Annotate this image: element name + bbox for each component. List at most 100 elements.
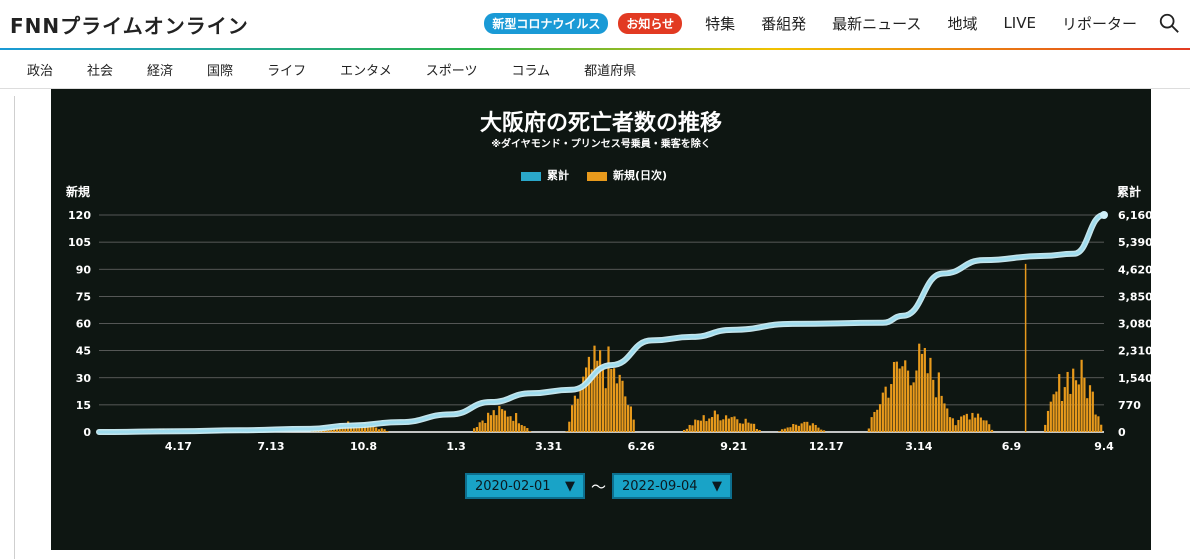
daily-bar <box>951 418 954 432</box>
daily-bar <box>730 417 733 432</box>
subnav-column[interactable]: コラム <box>511 63 551 79</box>
daily-bar <box>780 429 784 432</box>
daily-bar <box>478 422 481 432</box>
right-tick-label: 3,080 <box>1118 318 1151 331</box>
daily-bar <box>1055 391 1058 432</box>
right-tick-label: 770 <box>1118 399 1141 412</box>
daily-bar <box>1077 384 1080 432</box>
daily-bar <box>1069 393 1072 432</box>
start-date-value: 2020-02-01 <box>475 478 551 494</box>
start-date-select[interactable]: 2020-02-01 ▼ <box>465 473 585 499</box>
daily-bar <box>523 426 526 432</box>
daily-bar <box>596 360 599 432</box>
x-tick-label: 6.9 <box>1002 440 1022 453</box>
daily-bar <box>971 412 974 432</box>
daily-bar <box>1049 401 1052 432</box>
daily-bar <box>814 424 817 432</box>
daily-bar <box>590 369 593 432</box>
daily-bar <box>629 406 632 432</box>
daily-bar <box>495 415 498 432</box>
nav-region[interactable]: 地域 <box>947 14 978 33</box>
nav-reporter[interactable]: リポーター <box>1061 14 1137 33</box>
subnav-life[interactable]: ライフ <box>267 63 307 79</box>
search-icon[interactable] <box>1158 12 1180 34</box>
daily-bar <box>783 428 786 432</box>
subnav-sports[interactable]: スポーツ <box>425 63 478 79</box>
daily-bar <box>806 421 809 432</box>
daily-bar <box>870 417 873 432</box>
daily-bar <box>487 412 490 432</box>
subnav-society[interactable]: 社会 <box>87 63 114 79</box>
nav-feature[interactable]: 特集 <box>705 14 736 33</box>
daily-bar <box>884 386 887 432</box>
daily-bar <box>1058 374 1061 432</box>
daily-bar <box>699 420 702 432</box>
site-header: FNNプライムオンライン 新型コロナウイルス お知らせ 特集 番組発 最新ニュー… <box>0 0 1190 48</box>
daily-bar <box>1052 394 1055 432</box>
daily-bar <box>386 431 389 432</box>
daily-bar <box>887 397 890 432</box>
daily-bar <box>607 346 610 432</box>
daily-bar <box>808 425 812 432</box>
left-tick-label: 60 <box>76 318 92 331</box>
daily-bar <box>1060 401 1064 432</box>
daily-bar <box>932 379 935 432</box>
daily-bar <box>904 360 907 432</box>
daily-bar <box>682 429 686 432</box>
chart-subtitle: ※ダイヤモンド・プリンセス号乗員・乗客を除く <box>491 139 711 150</box>
daily-bar <box>475 426 479 432</box>
daily-bar <box>1083 377 1086 432</box>
daily-bar <box>794 424 798 432</box>
daily-bar <box>369 424 372 432</box>
daily-bar <box>708 418 711 432</box>
daily-bar <box>960 416 963 432</box>
daily-bar <box>498 405 501 432</box>
chart-plot: 0 0 15 770 30 1,540 45 2,310 60 3,080 75 3,850 90 4,6… <box>68 209 1151 453</box>
daily-bar <box>948 417 952 432</box>
daily-bar <box>982 420 985 432</box>
daily-bar <box>1074 380 1078 432</box>
right-tick-label: 4,620 <box>1118 263 1151 276</box>
daily-bar <box>906 370 910 432</box>
daily-bar <box>817 427 820 432</box>
right-tick-label: 1,540 <box>1118 372 1151 385</box>
daily-bar <box>923 347 926 432</box>
daily-bar <box>615 383 618 432</box>
subnav-prefectures[interactable]: 都道府県 <box>584 63 637 79</box>
legend-cumulative: 累計 <box>521 167 569 183</box>
right-axis-title: 累計 <box>1117 185 1142 199</box>
chart-legend: 累計 新規(日次) <box>521 167 667 183</box>
daily-bar <box>568 421 571 432</box>
daily-bar <box>509 416 512 432</box>
daily-bar <box>492 410 495 432</box>
chart-title: 大阪府の死亡者数の推移 <box>479 111 722 136</box>
header-accent-bar <box>0 48 1190 50</box>
daily-bar <box>344 425 347 432</box>
notice-pill[interactable]: お知らせ <box>618 12 683 34</box>
subnav-international[interactable]: 国際 <box>207 63 234 79</box>
end-date-value: 2022-09-04 <box>622 478 698 494</box>
daily-bar <box>867 428 870 432</box>
daily-bar <box>895 361 898 432</box>
daily-bar <box>618 374 621 432</box>
daily-bar <box>792 423 795 432</box>
left-tick-label: 45 <box>76 345 91 358</box>
site-logo[interactable]: FNNプライムオンライン <box>10 14 249 38</box>
nav-program[interactable]: 番組発 <box>761 14 807 33</box>
subnav-politics[interactable]: 政治 <box>27 63 54 79</box>
nav-latest[interactable]: 最新ニュース <box>832 14 922 33</box>
nav-live[interactable]: LIVE <box>1003 14 1036 32</box>
subnav-economy[interactable]: 経済 <box>147 63 174 79</box>
chart-panel: 大阪府の死亡者数の推移 ※ダイヤモンド・プリンセス号乗員・乗客を除く 累計 新規… <box>51 89 1151 550</box>
daily-bar <box>601 369 604 432</box>
daily-bar <box>1086 398 1089 432</box>
daily-bar <box>909 385 912 432</box>
daily-bar <box>946 408 949 432</box>
subnav-entertainment[interactable]: エンタメ <box>340 63 392 79</box>
left-tick-label: 75 <box>76 290 91 303</box>
daily-bar <box>744 418 747 432</box>
daily-bar <box>873 411 876 432</box>
end-date-select[interactable]: 2022-09-04 ▼ <box>612 473 733 499</box>
covid-pill[interactable]: 新型コロナウイルス <box>484 12 609 34</box>
daily-bar <box>585 367 588 432</box>
